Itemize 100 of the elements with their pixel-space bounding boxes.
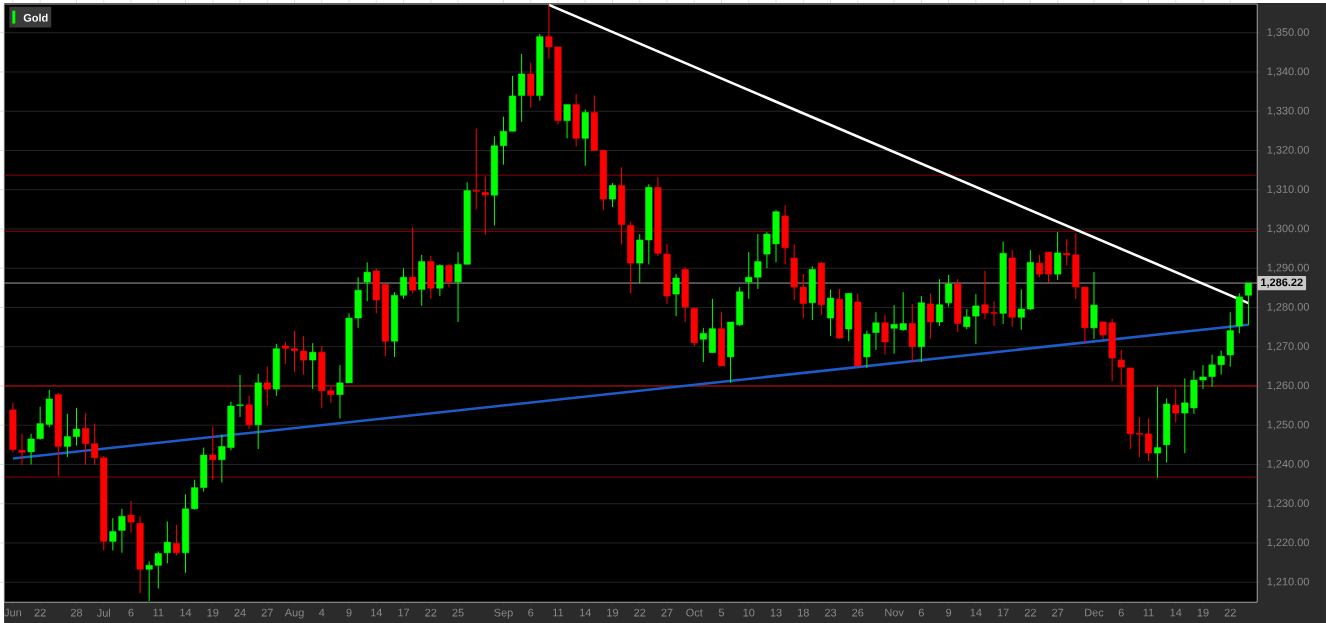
y-tick-label: 1,300.00	[1267, 224, 1309, 234]
x-tick-label: 17	[997, 608, 1009, 617]
y-tick-label: 1,230.00	[1267, 499, 1309, 509]
candlestick	[409, 226, 417, 294]
x-tick-label: 6	[128, 608, 134, 617]
candlestick	[1090, 271, 1098, 340]
x-tick-label: 14	[970, 608, 982, 617]
x-tick-label: 25	[452, 608, 464, 617]
x-tick-label: 22	[34, 608, 46, 617]
candlestick	[309, 342, 317, 390]
x-tick-label: 24	[234, 608, 246, 617]
y-tick-label: 1,220.00	[1267, 538, 1309, 548]
x-tick-label: 14	[579, 608, 592, 617]
candlestick	[72, 407, 81, 447]
candlestick	[1045, 251, 1053, 284]
x-tick-label: 18	[798, 608, 809, 617]
x-tick-label: 6	[918, 608, 924, 617]
y-tick-label: 1,260.00	[1267, 381, 1309, 391]
x-tick-label: 27	[1052, 608, 1064, 617]
x-tick-label: 14	[180, 608, 192, 617]
candlestick	[245, 395, 253, 430]
candlestick	[172, 524, 180, 556]
x-tick-label: 17	[398, 608, 410, 617]
x-tick-label: 6	[528, 608, 534, 617]
x-tick-label: 6	[1118, 608, 1124, 617]
candlestick	[1054, 231, 1062, 281]
candlestick	[608, 182, 617, 208]
ref-line-label: 1,286.22	[1261, 278, 1303, 288]
candlestick	[1244, 282, 1252, 326]
y-tick-label: 1,240.00	[1267, 459, 1309, 469]
x-tick-label: Aug	[284, 608, 304, 619]
y-tick-label: 1,280.00	[1267, 302, 1309, 312]
x-tick-label: 22	[634, 608, 646, 617]
x-tick-label: 22	[425, 608, 437, 617]
candlestick	[118, 508, 126, 554]
x-tick-label: 27	[661, 608, 673, 617]
candlestick	[127, 500, 135, 534]
x-tick-label: Nov	[885, 608, 904, 617]
x-tick-label: 14	[371, 608, 383, 617]
x-tick-label: 28	[70, 608, 83, 617]
x-tick-label: 19	[207, 608, 219, 617]
candlestick	[499, 116, 507, 166]
y-tick-label: 1,270.00	[1267, 342, 1309, 352]
x-tick-label: 14	[1170, 608, 1182, 617]
x-tick-label: 22	[1024, 608, 1036, 617]
x-tick-label: 19	[1197, 608, 1209, 617]
candlestick	[472, 127, 480, 210]
candlestick	[672, 273, 680, 317]
x-tick-label: 11	[1143, 608, 1154, 617]
x-tick-label: Jul	[96, 608, 111, 617]
candlestick	[1035, 254, 1043, 278]
x-tick-label: 5	[718, 608, 725, 617]
candlestick	[1144, 417, 1152, 462]
candlestick	[518, 53, 526, 123]
candlestick	[63, 413, 71, 458]
legend-label: Gold	[23, 13, 48, 22]
candlestick	[281, 341, 289, 365]
candlestick	[109, 517, 117, 551]
y-tick-label: 1,210.00	[1267, 577, 1309, 587]
y-tick-label: 1,290.00	[1267, 263, 1309, 273]
candlestick	[881, 314, 889, 355]
candlestick	[708, 298, 716, 354]
candlestick	[563, 103, 571, 139]
candlestick	[936, 278, 944, 327]
candlestick	[827, 288, 835, 337]
candlestick	[300, 335, 308, 375]
x-tick-label: 26	[852, 608, 864, 617]
y-tick-label: 1,340.00	[1267, 67, 1309, 77]
x-tick-label: Oct	[686, 608, 703, 617]
x-tick-label: 11	[553, 608, 564, 617]
candlestick	[945, 274, 953, 308]
y-tick-label: 1,250.00	[1267, 420, 1309, 430]
x-tick-label: 23	[824, 608, 837, 617]
x-tick-label: 9	[946, 608, 952, 617]
y-tick-label: 1,310.00	[1267, 185, 1309, 195]
candlestick	[209, 425, 217, 481]
candlestick	[872, 311, 880, 351]
candlestick	[699, 327, 707, 363]
x-tick-label: 27	[261, 608, 273, 617]
x-tick-label: 19	[607, 608, 619, 617]
candlestick	[908, 303, 916, 363]
candlestick	[445, 263, 453, 288]
y-tick-label: 1,330.00	[1267, 106, 1309, 116]
candlestick	[163, 520, 171, 564]
candlestick	[436, 263, 444, 297]
x-tick-label: Dec	[1085, 608, 1104, 617]
candlestick	[1172, 388, 1180, 423]
x-tick-label: 10	[743, 608, 755, 617]
x-tick-label: 11	[153, 608, 164, 617]
candlestick	[926, 292, 934, 340]
candlestick	[863, 330, 871, 369]
x-tick-label: 9	[346, 608, 352, 617]
x-tick-label: 13	[770, 608, 782, 617]
x-tick-label: 22	[1224, 608, 1236, 617]
candlestick	[400, 267, 408, 300]
x-tick-label: Jun	[4, 608, 22, 617]
candlestick	[481, 175, 489, 236]
candlestick	[291, 330, 299, 373]
candlestick	[18, 433, 26, 466]
candlestick	[1154, 386, 1162, 479]
